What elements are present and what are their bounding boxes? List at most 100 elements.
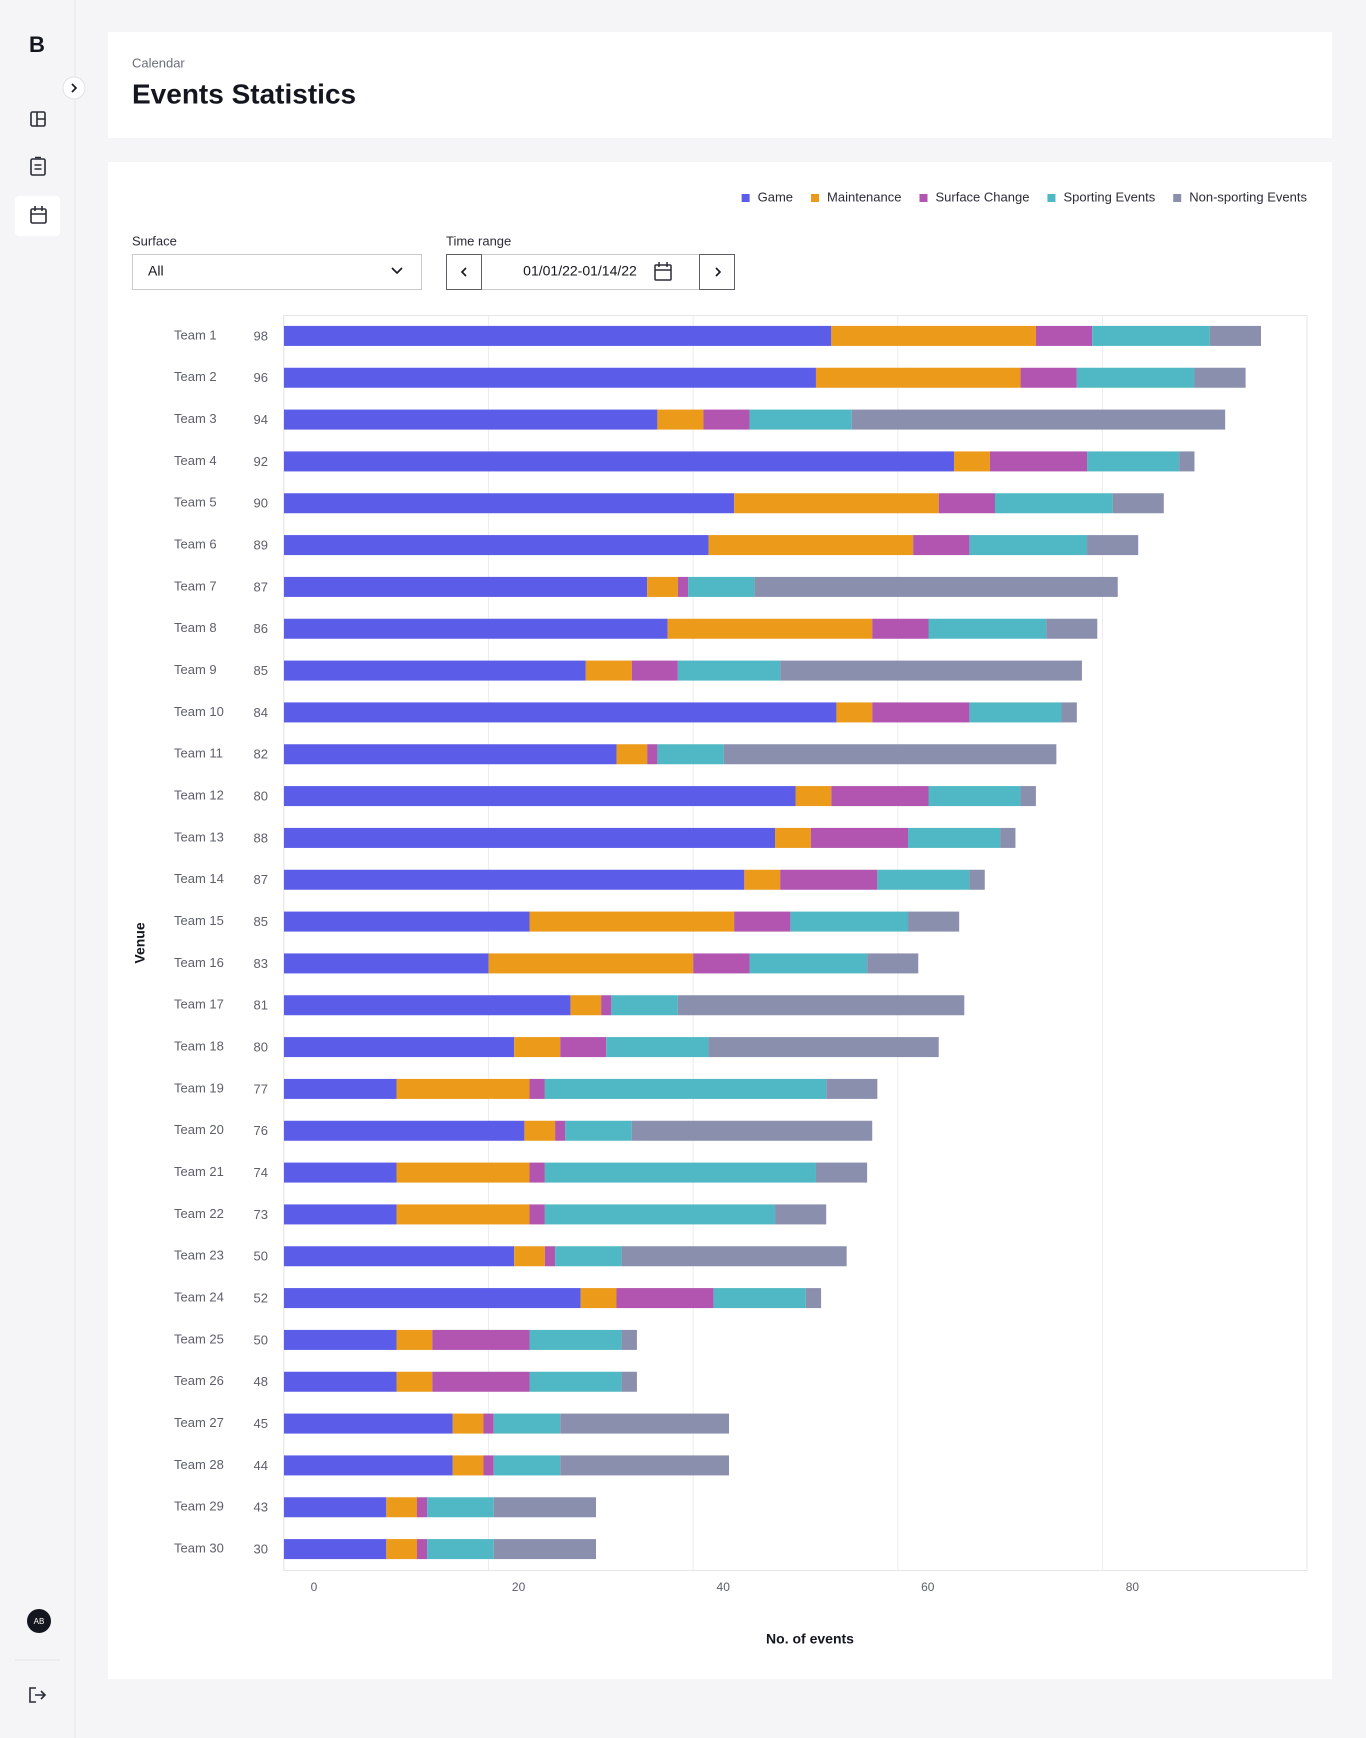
- bar-segment: [606, 1037, 709, 1058]
- bar-segment: [1035, 325, 1093, 346]
- bar-segment: [427, 1539, 494, 1560]
- bar-segment: [708, 1037, 939, 1058]
- bar-segment: [734, 493, 939, 514]
- nav-calendar-icon: [31, 206, 46, 215]
- bar-segment: [284, 618, 668, 639]
- bar-segment: [544, 1246, 556, 1267]
- y-tick-label: Team 5: [174, 495, 217, 510]
- logo[interactable]: B: [29, 32, 45, 57]
- bar-segment: [560, 1037, 607, 1058]
- bar-segment: [1112, 493, 1164, 514]
- bar-segment: [284, 367, 816, 388]
- bar-segment: [396, 1371, 433, 1392]
- bar-segment: [1087, 451, 1180, 472]
- bar-segment: [284, 409, 658, 430]
- row-total: 94: [254, 412, 268, 427]
- row-total: 88: [254, 830, 268, 845]
- legend-label: Surface Change: [935, 189, 1029, 204]
- bar-segment: [621, 1371, 637, 1392]
- row-total: 74: [254, 1165, 268, 1180]
- next-button[interactable]: [699, 254, 735, 290]
- bar-segment: [427, 1497, 494, 1518]
- bar-segment: [780, 869, 878, 890]
- x-tick-label: 60: [921, 1580, 935, 1594]
- bar-segment: [396, 1078, 530, 1099]
- bar-segment: [831, 786, 929, 807]
- bar-segment: [488, 953, 694, 974]
- bar-segment: [805, 1288, 822, 1309]
- legend-label: Maintenance: [827, 189, 901, 204]
- avatar[interactable]: [27, 1609, 51, 1633]
- legend: Game Maintenance Surface Change Sporting Ev…: [741, 189, 1307, 204]
- bar-segment: [580, 1288, 617, 1309]
- bar-segment: [284, 744, 617, 765]
- bar-segment: [483, 1455, 494, 1476]
- header-card: [108, 32, 1332, 138]
- calendar-icon[interactable]: [654, 262, 672, 281]
- row-total: 73: [254, 1207, 268, 1222]
- bar-segment: [647, 744, 658, 765]
- select-caret: [391, 267, 403, 275]
- nav-calendar[interactable]: [30, 208, 47, 224]
- bar-segment: [969, 535, 1088, 556]
- y-tick-label: Team 27: [174, 1415, 224, 1430]
- bar-segment: [831, 325, 1036, 346]
- row-total: 52: [254, 1291, 268, 1306]
- row-total: 43: [254, 1500, 268, 1515]
- legend-swatch: [1047, 194, 1056, 202]
- bar-segment: [754, 576, 1118, 597]
- bar-segment: [284, 911, 530, 932]
- bar-segment: [1020, 367, 1077, 388]
- bar-segment: [631, 660, 678, 681]
- logout[interactable]: [29, 1687, 47, 1703]
- sidebar: [0, 0, 75, 1738]
- bar-segment: [867, 953, 919, 974]
- y-tick-label: Team 28: [174, 1457, 224, 1472]
- prev-button[interactable]: [446, 254, 482, 290]
- bar-segment: [284, 953, 489, 974]
- page-title: Events Statistics: [132, 78, 356, 109]
- bar-segment: [749, 409, 852, 430]
- row-total: 96: [254, 370, 268, 385]
- bar-segment: [284, 1078, 397, 1099]
- breadcrumb[interactable]: Calendar: [132, 55, 185, 70]
- legend-label: Non-sporting Events: [1189, 189, 1307, 204]
- surface-select[interactable]: [132, 254, 422, 290]
- bar-segment: [585, 660, 632, 681]
- bar-segment: [529, 1162, 545, 1183]
- bar-segment: [555, 1246, 622, 1267]
- bar-segment: [529, 1204, 545, 1225]
- bar-segment: [908, 911, 960, 932]
- y-axis-title: Venue: [132, 922, 148, 963]
- bar-segment: [284, 1037, 515, 1058]
- bar-segment: [836, 702, 873, 723]
- bar-segment: [416, 1539, 428, 1560]
- avatar-initials: AB: [34, 1617, 45, 1626]
- y-tick-label: Team 30: [174, 1541, 224, 1556]
- nav-tasks[interactable]: [30, 158, 46, 176]
- row-total: 44: [254, 1458, 268, 1473]
- bar-segment: [284, 1371, 397, 1392]
- nav-active-bg: [15, 196, 60, 236]
- bar-segment: [693, 953, 750, 974]
- y-tick-label: Team 6: [174, 537, 217, 552]
- bar-segment: [703, 409, 750, 430]
- bar-segment: [386, 1497, 417, 1518]
- bar-segment: [493, 1497, 597, 1518]
- time-range-value[interactable]: 01/01/22-01/14/22: [523, 263, 637, 279]
- row-total: 87: [254, 579, 268, 594]
- bar-segment: [826, 1078, 878, 1099]
- bar-segment: [647, 576, 678, 597]
- y-tick-label: Team 23: [174, 1248, 224, 1263]
- time-range-box: [446, 254, 735, 290]
- x-axis-title: No. of events: [766, 1631, 854, 1647]
- bar-segment: [677, 995, 965, 1016]
- bar-segment: [396, 1162, 530, 1183]
- sidebar-toggle[interactable]: [62, 76, 86, 100]
- x-tick-label: 40: [717, 1580, 731, 1594]
- bar-segment: [1087, 535, 1139, 556]
- bar-segment: [560, 1413, 730, 1434]
- bar-segment: [969, 869, 985, 890]
- bar-segment: [284, 493, 735, 514]
